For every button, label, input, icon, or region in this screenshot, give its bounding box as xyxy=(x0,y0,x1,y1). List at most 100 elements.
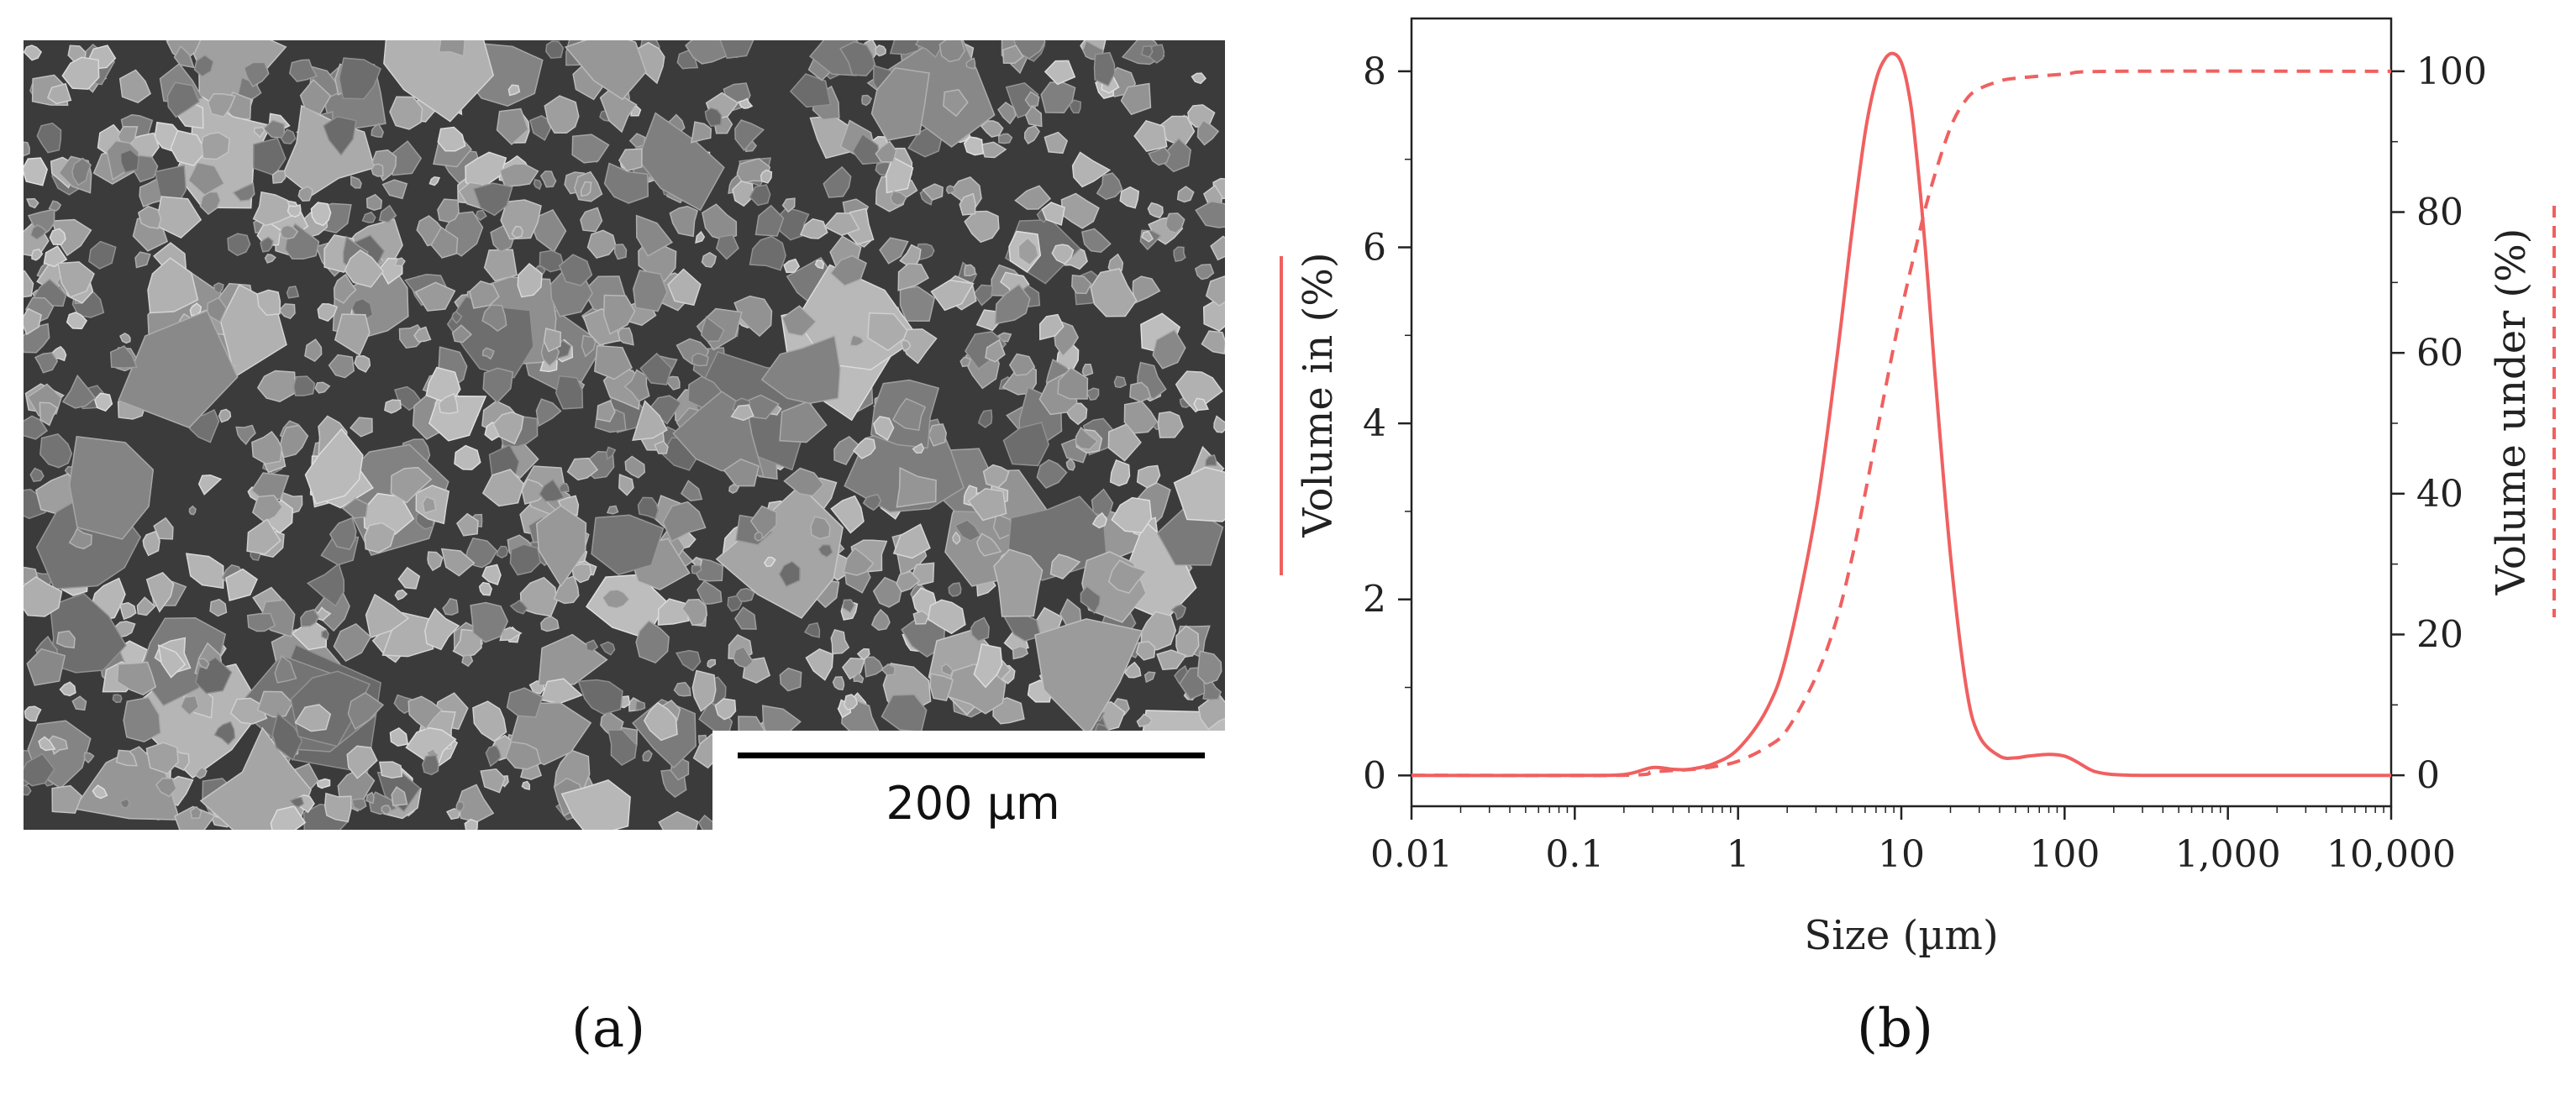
particle xyxy=(1175,370,1223,413)
particle xyxy=(384,399,402,414)
particle xyxy=(973,284,994,307)
particle xyxy=(635,620,670,663)
particle xyxy=(945,185,955,195)
particle xyxy=(350,417,373,438)
particle xyxy=(733,606,757,630)
particle xyxy=(116,661,157,696)
particle xyxy=(881,663,896,676)
particle xyxy=(1081,364,1094,377)
particle xyxy=(46,82,72,105)
particle xyxy=(354,355,371,373)
particle xyxy=(424,607,460,651)
particle xyxy=(861,94,873,107)
particle xyxy=(965,331,1007,370)
particle xyxy=(778,560,801,588)
particle xyxy=(166,81,201,118)
volume-under-series-line xyxy=(1411,69,2392,778)
particle xyxy=(749,235,786,271)
particle xyxy=(1210,235,1225,261)
particle xyxy=(483,249,518,282)
particle xyxy=(1196,650,1222,685)
particle xyxy=(397,566,421,590)
particle xyxy=(922,183,944,201)
particle xyxy=(1195,201,1225,228)
particle xyxy=(251,495,284,523)
particle xyxy=(437,126,466,152)
particle xyxy=(36,122,62,154)
particle xyxy=(596,400,616,422)
particle xyxy=(145,572,175,613)
particle xyxy=(92,784,108,800)
particle xyxy=(938,40,966,63)
particle xyxy=(445,808,462,821)
particle xyxy=(943,88,969,118)
particle xyxy=(1096,172,1123,201)
particle xyxy=(333,273,357,304)
x-tick-label: 1,000 xyxy=(2175,833,2281,876)
particle xyxy=(538,633,608,686)
y-left-axis-title: Volume in (%) xyxy=(1295,252,1342,538)
particle xyxy=(1044,60,1076,86)
particle xyxy=(134,251,151,269)
particle xyxy=(1173,466,1225,522)
particle xyxy=(738,97,754,109)
particle xyxy=(314,381,331,394)
particle xyxy=(948,582,962,597)
particle xyxy=(618,474,634,496)
particle xyxy=(457,784,495,823)
x-tick-label: 10,000 xyxy=(2326,833,2456,876)
particle xyxy=(197,474,223,496)
particle xyxy=(940,663,954,677)
particle xyxy=(496,545,509,559)
particle xyxy=(1205,454,1217,467)
particle xyxy=(1129,381,1152,403)
particle xyxy=(472,700,507,742)
particle xyxy=(383,40,495,123)
particle xyxy=(350,176,362,189)
particle xyxy=(700,316,725,343)
particle xyxy=(157,644,187,679)
particle xyxy=(842,599,855,614)
particle xyxy=(803,621,821,638)
particle xyxy=(912,443,925,454)
particle xyxy=(147,257,199,314)
particle xyxy=(365,791,375,805)
particle xyxy=(1091,511,1108,529)
particle xyxy=(1156,649,1187,670)
particle xyxy=(954,519,982,542)
particle xyxy=(901,339,912,352)
particle xyxy=(912,610,930,625)
particle xyxy=(817,543,833,558)
particle xyxy=(843,694,859,711)
particle xyxy=(346,745,378,779)
particle xyxy=(451,324,473,343)
particle xyxy=(61,374,97,409)
particle xyxy=(691,564,702,574)
particle xyxy=(378,204,397,223)
particle xyxy=(896,570,921,593)
particle xyxy=(455,512,479,537)
particle xyxy=(733,646,754,669)
particle xyxy=(1123,661,1142,679)
panel-label-a: (a) xyxy=(571,998,646,1060)
particle xyxy=(232,182,255,202)
y-left-tick-label: 8 xyxy=(1363,50,1386,93)
particle xyxy=(613,244,628,260)
particle xyxy=(580,207,603,233)
particle xyxy=(347,691,385,730)
particle xyxy=(1113,375,1127,389)
particle xyxy=(980,120,1004,138)
particle xyxy=(451,311,463,324)
particle xyxy=(34,352,59,374)
particle xyxy=(1024,105,1043,128)
particle xyxy=(414,281,456,312)
particle xyxy=(964,264,976,277)
particle xyxy=(1143,671,1156,684)
particle xyxy=(889,190,907,207)
particle xyxy=(1038,313,1065,341)
x-tick-label: 100 xyxy=(2029,833,2100,876)
particle xyxy=(235,424,256,445)
particle xyxy=(779,667,802,692)
particle xyxy=(781,305,817,337)
particle xyxy=(207,92,236,118)
